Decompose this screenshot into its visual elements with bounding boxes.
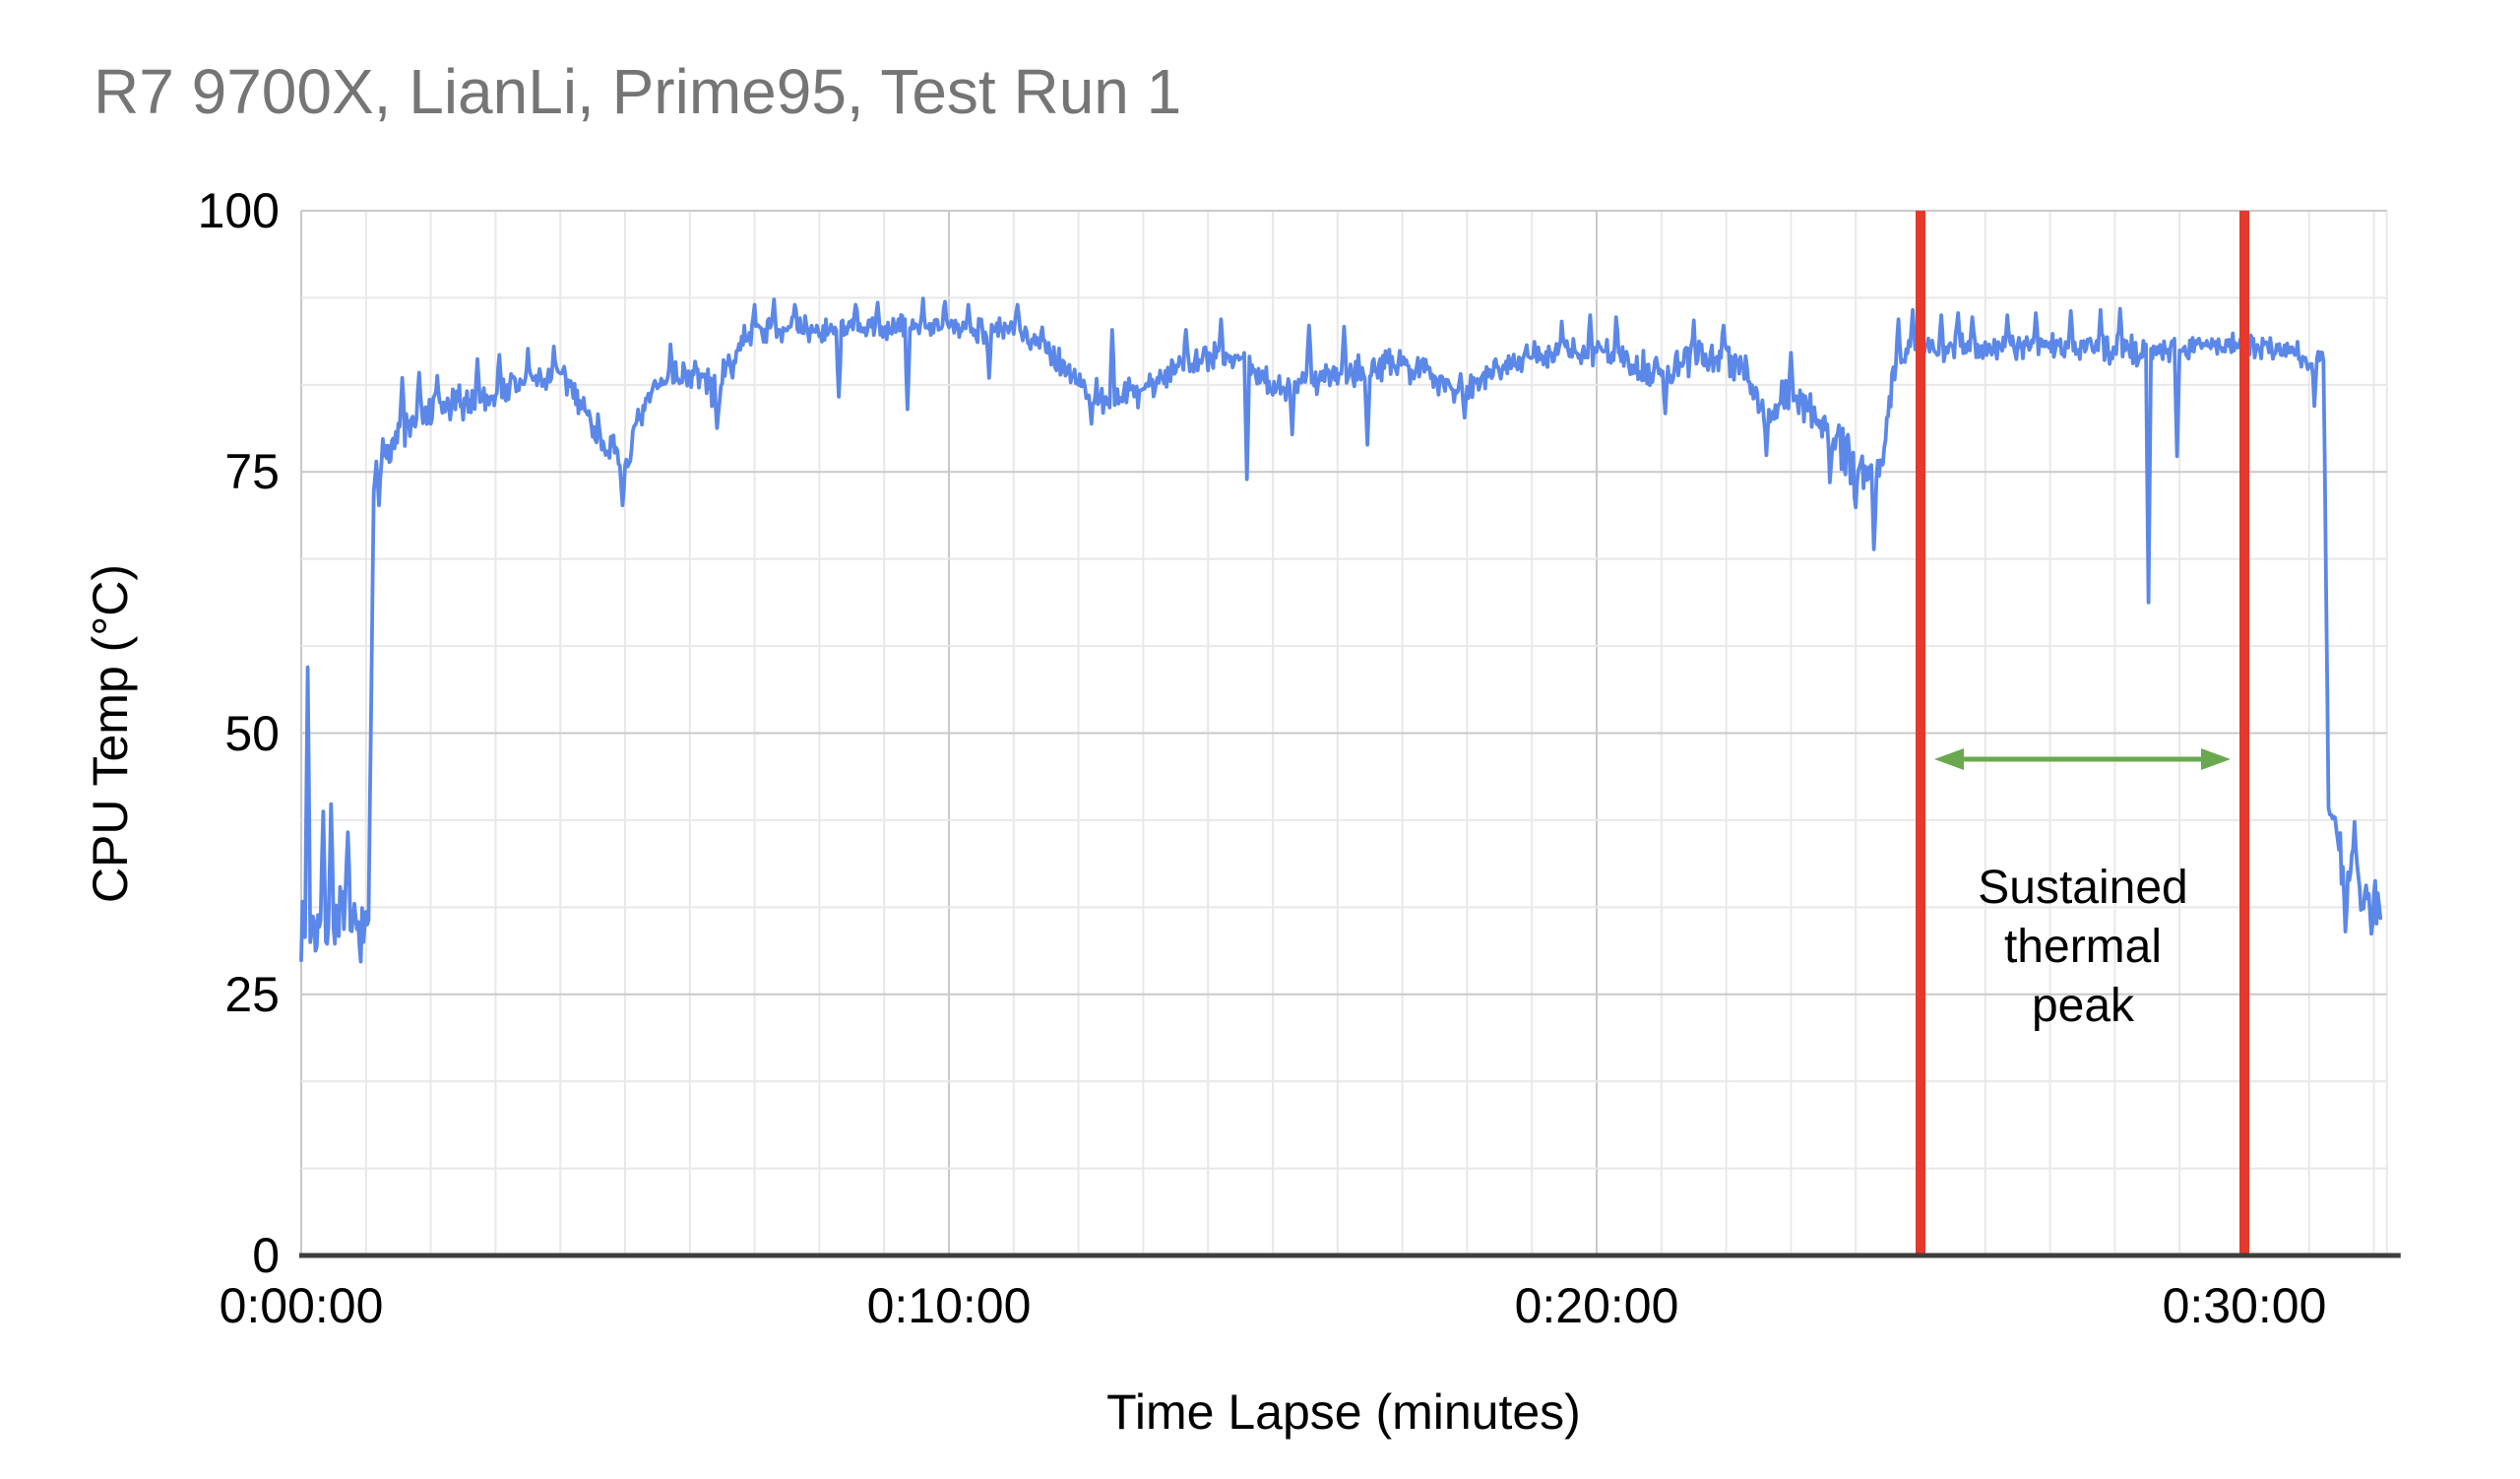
span-arrow-left-head-icon bbox=[1934, 748, 1964, 771]
cpu-temp-series-line bbox=[299, 296, 2383, 964]
y-tick-label: 50 bbox=[224, 705, 280, 761]
x-axis-title: Time Lapse (minutes) bbox=[1106, 1384, 1581, 1440]
y-tick-label: 75 bbox=[224, 444, 280, 500]
y-tick-label: 25 bbox=[224, 966, 280, 1022]
x-tick-label: 0:10:00 bbox=[866, 1278, 1032, 1333]
annotation-label: Sustained thermal peak bbox=[1978, 859, 2188, 1036]
annotation-line-1: Sustained bbox=[1978, 862, 2188, 914]
chart-title: R7 9700X, LianLi, Prime95, Test Run 1 bbox=[94, 56, 1182, 127]
x-tick-label: 0:30:00 bbox=[2162, 1278, 2327, 1333]
y-tick-label: 100 bbox=[197, 183, 280, 238]
marker-line-end bbox=[2239, 211, 2249, 1255]
x-tick-label: 0:20:00 bbox=[1514, 1278, 1679, 1333]
y-tick-label: 0 bbox=[252, 1228, 280, 1283]
annotation-line-2: thermal bbox=[2003, 921, 2163, 973]
annotation-line-3: peak bbox=[2031, 980, 2135, 1032]
marker-line-start bbox=[1916, 211, 1925, 1255]
span-arrow-right-head-icon bbox=[2201, 748, 2231, 771]
x-tick-label: 0:00:00 bbox=[219, 1278, 384, 1333]
